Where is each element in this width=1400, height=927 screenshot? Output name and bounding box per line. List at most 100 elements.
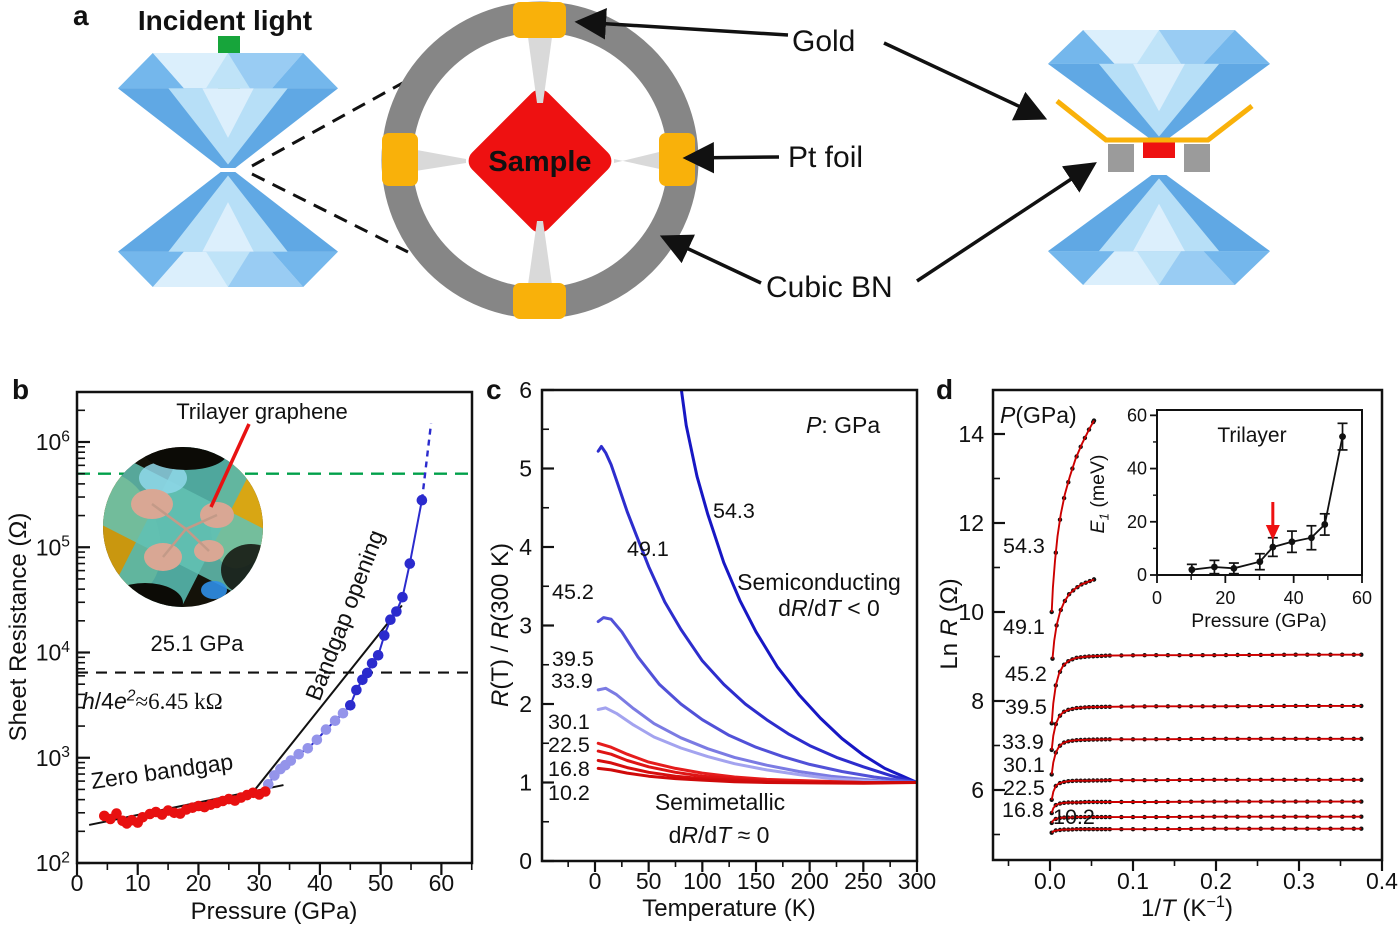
svg-text:39.5: 39.5: [552, 647, 594, 671]
svg-text:45.2: 45.2: [552, 580, 594, 604]
svg-text:22.5: 22.5: [548, 733, 590, 757]
svg-text:49.1: 49.1: [1003, 615, 1045, 639]
cubic-bn-block-left: [1108, 144, 1134, 172]
svg-text:49.1: 49.1: [627, 537, 669, 561]
svg-text:6: 6: [971, 777, 984, 803]
svg-text:0: 0: [1152, 588, 1162, 608]
panel-d: 6 8 10 12 14 0.0 0.1 0.2 0.3 0.4 1/T (K−1) Ln R (Ω)…: [936, 374, 1398, 922]
trilayer-graphene-annotation: Trilayer graphene: [176, 399, 348, 424]
svg-text:20: 20: [1127, 512, 1147, 532]
panel-a-label: a: [73, 0, 89, 31]
svg-text:102: 102: [36, 849, 70, 876]
trilayer-pointer-line: [209, 423, 251, 508]
svg-text:14: 14: [958, 421, 984, 447]
photo-pressure-caption: 25.1 GPa: [151, 631, 245, 656]
svg-text:Semiconducting: Semiconducting: [737, 569, 901, 595]
svg-text:8: 8: [971, 688, 984, 714]
svg-text:20: 20: [1215, 588, 1235, 608]
svg-text:30: 30: [246, 870, 272, 896]
svg-text:39.5: 39.5: [1005, 695, 1047, 719]
svg-text:0: 0: [1137, 565, 1147, 585]
svg-text:200: 200: [790, 868, 828, 894]
svg-text:P(GPa): P(GPa): [1000, 402, 1077, 428]
sample-label: Sample: [488, 146, 591, 178]
svg-text:0.0: 0.0: [1034, 868, 1066, 894]
svg-text:0.3: 0.3: [1283, 868, 1315, 894]
svg-text:P: GPa: P: GPa: [806, 412, 880, 438]
svg-text:54.3: 54.3: [713, 499, 755, 523]
svg-text:6: 6: [519, 377, 532, 403]
svg-text:33.9: 33.9: [1002, 730, 1044, 754]
sample-diamond: [468, 89, 612, 233]
svg-text:50: 50: [636, 868, 662, 894]
svg-text:dR/dT < 0: dR/dT < 0: [778, 595, 880, 621]
svg-text:16.8: 16.8: [1002, 798, 1044, 822]
diamond-anvil-pair-left: [118, 53, 339, 287]
svg-text:105: 105: [36, 534, 71, 561]
gold-label: Gold: [792, 25, 855, 58]
svg-text:30.1: 30.1: [548, 710, 590, 734]
svg-text:10.2: 10.2: [1053, 805, 1095, 829]
svg-text:103: 103: [36, 744, 70, 771]
svg-text:0.4: 0.4: [1366, 868, 1398, 894]
svg-text:300: 300: [898, 868, 936, 894]
svg-text:3: 3: [519, 613, 532, 639]
svg-text:5: 5: [519, 456, 532, 482]
svg-text:60: 60: [1127, 405, 1147, 425]
svg-text:50: 50: [368, 870, 394, 896]
svg-text:60: 60: [1352, 588, 1372, 608]
panel-c: 0 1 2 3 4 5 6 0 50 100 150 200 250 300 Temperature (K)…: [486, 374, 936, 922]
svg-text:E1 (meV): E1 (meV): [1087, 455, 1111, 534]
svg-text:b: b: [12, 374, 29, 405]
svg-text:10: 10: [125, 870, 151, 896]
cubic-bn-block-right: [1184, 144, 1210, 172]
magnify-dashed-lines: [251, 78, 409, 254]
svg-text:0: 0: [589, 868, 602, 894]
svg-text:22.5: 22.5: [1003, 776, 1045, 800]
svg-text:Semimetallic: Semimetallic: [655, 789, 785, 815]
svg-text:150: 150: [737, 868, 775, 894]
svg-text:250: 250: [844, 868, 882, 894]
svg-text:2: 2: [519, 691, 532, 717]
svg-text:dR/dT ≈ 0: dR/dT ≈ 0: [669, 822, 770, 848]
svg-text:40: 40: [307, 870, 333, 896]
svg-text:Pressure (GPa): Pressure (GPa): [191, 898, 358, 925]
svg-text:1/T (K−1): 1/T (K−1): [1141, 893, 1233, 922]
svg-text:1: 1: [519, 770, 532, 796]
svg-text:54.3: 54.3: [1003, 534, 1045, 558]
svg-text:Trilayer: Trilayer: [1217, 424, 1286, 447]
gold-pads: [382, 2, 695, 319]
svg-text:0.2: 0.2: [1200, 868, 1232, 894]
sample-micrograph: [103, 447, 263, 607]
diamond-anvil-pair-right: [1048, 30, 1270, 285]
svg-text:12: 12: [958, 510, 984, 536]
pt-foil-label: Pt foil: [788, 141, 863, 174]
cubic-bn-label: Cubic BN: [766, 271, 893, 304]
svg-text:Temperature (K): Temperature (K): [642, 895, 815, 922]
svg-text:Ln R (Ω): Ln R (Ω): [936, 578, 963, 669]
svg-text:106: 106: [36, 428, 70, 455]
svg-text:h/4e2≈6.45 kΩ: h/4e2≈6.45 kΩ: [82, 687, 223, 714]
svg-text:60: 60: [429, 870, 455, 896]
svg-text:40: 40: [1284, 588, 1304, 608]
svg-text:10.2: 10.2: [548, 781, 590, 805]
svg-text:45.2: 45.2: [1005, 662, 1047, 686]
svg-text:d: d: [936, 374, 953, 405]
gold-electrode-wire: [1055, 99, 1254, 143]
svg-text:30.1: 30.1: [1003, 753, 1045, 777]
svg-text:c: c: [486, 374, 502, 405]
svg-text:40: 40: [1127, 459, 1147, 479]
svg-text:0.1: 0.1: [1117, 868, 1149, 894]
sample-cross-section: [1143, 142, 1175, 158]
svg-text:10: 10: [958, 599, 984, 625]
svg-text:Sheet Resistance (Ω): Sheet Resistance (Ω): [5, 513, 32, 742]
svg-text:0: 0: [519, 848, 532, 874]
incident-light-label: Incident light: [138, 5, 312, 36]
svg-text:0: 0: [71, 870, 84, 896]
svg-text:Pressure (GPa): Pressure (GPa): [1191, 610, 1326, 632]
panel-d-inset: 0 20 40 60 0 20 40 60 Trilayer Pressure (GPa) E1 (…: [1087, 405, 1372, 632]
svg-text:20: 20: [186, 870, 212, 896]
